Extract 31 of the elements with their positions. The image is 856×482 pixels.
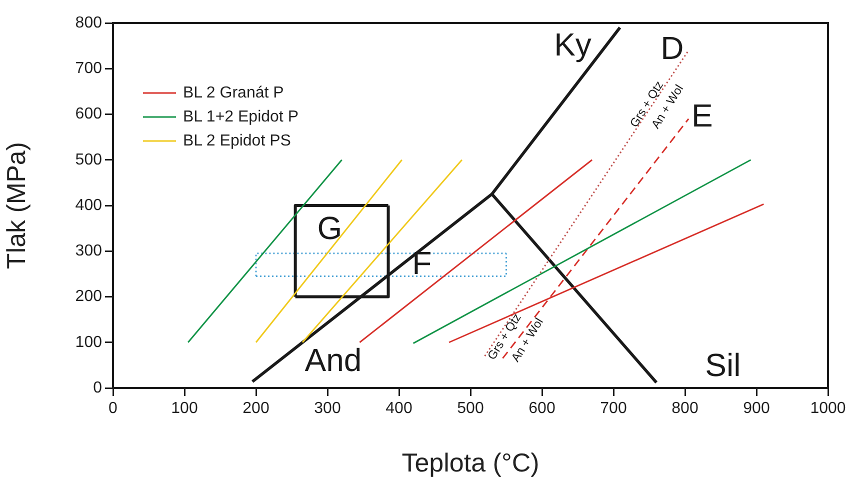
x-tick-label: 800 <box>672 400 698 418</box>
y-tick-label: 800 <box>75 14 102 32</box>
annotation: G <box>317 210 342 246</box>
y-tick-label: 500 <box>75 151 102 168</box>
y-tick-label: 400 <box>75 196 102 214</box>
x-tick-label: 300 <box>314 400 341 418</box>
x-tick-label: 900 <box>743 400 770 418</box>
legend-label: BL 1+2 Epidot P <box>183 108 298 126</box>
annotation: Sil <box>705 347 741 384</box>
x-axis-title: Teplota (°C) <box>402 448 540 478</box>
y-tick-label: 700 <box>75 60 102 78</box>
y-tick-label: 0 <box>93 379 102 396</box>
y-tick-label: 600 <box>75 106 102 123</box>
x-tick-label: 500 <box>457 400 484 418</box>
y-tick-label: 200 <box>75 288 102 306</box>
x-tick-label: 0 <box>108 400 118 418</box>
annotation: E <box>691 98 713 134</box>
annotation: D <box>660 30 684 66</box>
legend-label: BL 2 Granát P <box>183 84 284 102</box>
legend-label: BL 2 Epidot PS <box>183 132 291 150</box>
x-tick-label: 100 <box>171 400 198 418</box>
y-tick-label: 100 <box>75 334 102 351</box>
y-axis-title: Tlak (MPa) <box>0 142 31 270</box>
x-tick-label: 700 <box>600 400 627 418</box>
x-tick-label: 1000 <box>810 400 846 418</box>
x-tick-label: 600 <box>528 400 556 418</box>
x-tick-label: 400 <box>386 400 412 418</box>
annotation: And <box>304 342 362 378</box>
y-tick-label: 300 <box>75 242 102 260</box>
annotation: Ky <box>554 26 592 63</box>
x-tick-label: 200 <box>242 400 270 418</box>
